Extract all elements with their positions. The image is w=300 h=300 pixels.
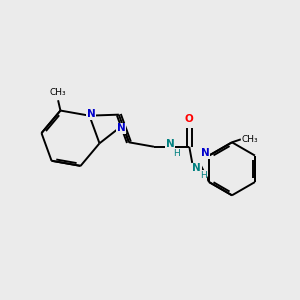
Text: N: N [192,163,201,173]
Text: N: N [117,123,126,133]
Text: H: H [200,171,207,180]
Text: H: H [173,149,180,158]
Text: CH₃: CH₃ [241,135,258,144]
Text: N: N [86,109,95,119]
Text: O: O [185,114,194,124]
Text: N: N [166,140,175,149]
Text: N: N [201,148,210,158]
Text: CH₃: CH₃ [50,88,66,98]
